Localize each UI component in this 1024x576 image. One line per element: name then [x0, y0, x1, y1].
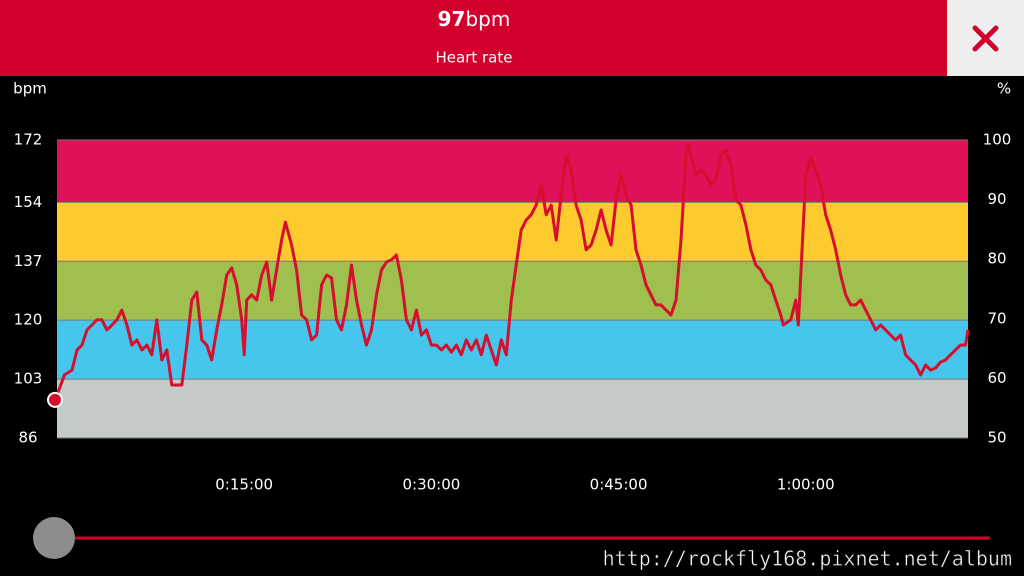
header-reading: 97bpm — [438, 7, 511, 31]
cursor-marker — [47, 391, 63, 408]
y-tick-label: 120 — [14, 311, 43, 329]
zone — [57, 320, 968, 380]
zone — [57, 379, 968, 438]
x-tick-label: 0:30:00 — [402, 476, 460, 494]
x-tick-label: 0:15:00 — [215, 476, 273, 494]
x-tick-label: 0:45:00 — [590, 476, 648, 494]
y2-tick-label: 80 — [987, 250, 1006, 268]
y2-tick-label: 50 — [987, 429, 1006, 447]
y-tick-label: 103 — [14, 370, 43, 388]
zone — [57, 140, 968, 203]
y-axis-label: bpm — [13, 80, 47, 98]
heart-rate-line — [55, 143, 970, 396]
y2-tick-label: 90 — [987, 190, 1006, 208]
header-subtitle: Heart rate — [436, 49, 513, 67]
y-tick-label: 172 — [14, 131, 43, 149]
close-button[interactable] — [947, 0, 1024, 76]
y2-axis-label: % — [997, 80, 1011, 98]
y-tick-label: 86 — [18, 429, 37, 447]
y2-tick-label: 100 — [983, 131, 1012, 149]
header-bar — [0, 0, 947, 76]
plot: 86 103 120 137 154 172 50 60 70 80 90 100 0:15:00 0:3… — [14, 131, 1012, 494]
y2-tick-label: 60 — [987, 369, 1006, 387]
header-value: 97 — [438, 7, 466, 31]
y-tick-label: 154 — [14, 193, 43, 211]
x-tick-label: 1:00:00 — [777, 476, 835, 494]
close-icon[interactable] — [972, 25, 999, 52]
slider-knob[interactable] — [33, 517, 75, 559]
y-tick-label: 137 — [14, 252, 43, 270]
watermark: http://rockfly168.pixnet.net/album — [603, 547, 1012, 571]
y2-tick-label: 70 — [987, 309, 1006, 327]
zone — [57, 202, 968, 262]
header-unit: bpm — [465, 7, 510, 31]
